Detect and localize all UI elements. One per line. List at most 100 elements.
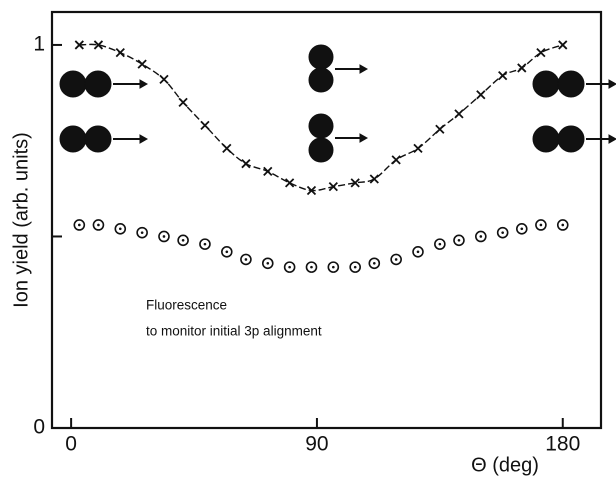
y-tick-label: 0 (33, 416, 45, 439)
data-point (435, 124, 445, 134)
cross-marker (350, 178, 360, 188)
circle-dot (479, 235, 483, 238)
cross-marker (200, 120, 210, 131)
data-point (136, 226, 148, 239)
data-point (73, 219, 86, 231)
y-axis-label: Ion yield (arb. units) (10, 132, 32, 308)
circle-dot (78, 223, 81, 227)
cross-marker (93, 40, 104, 50)
y-tick-label: 1 (33, 32, 45, 55)
circle-dot (97, 223, 100, 227)
data-point (350, 178, 360, 188)
x-axis-label: Θ (deg) (471, 454, 539, 476)
circle-dot (416, 250, 420, 254)
data-point (115, 47, 125, 58)
data-point (349, 261, 361, 273)
annotation: Fluorescence (146, 298, 227, 313)
annotation: to monitor initial 3p alignment (146, 324, 322, 339)
circle-dot (561, 223, 565, 227)
data-point (390, 253, 402, 266)
data-point (114, 223, 127, 235)
circle-dot (244, 258, 248, 261)
circle-dot (266, 261, 270, 265)
circle-dot (288, 265, 291, 269)
data-point (413, 143, 423, 154)
circle-dot (372, 261, 376, 265)
circle-dot (501, 231, 504, 234)
cross-marker (435, 124, 445, 134)
data-point (515, 223, 528, 235)
circle-dot (438, 242, 442, 246)
cross-marker (222, 143, 232, 154)
data-point (327, 261, 340, 273)
data-point (558, 40, 568, 50)
circle-dot (520, 227, 524, 231)
data-point (496, 226, 509, 239)
data-point (199, 238, 211, 250)
data-point (412, 245, 424, 258)
data-point (476, 90, 486, 100)
data-point (536, 47, 546, 58)
circle-dot (457, 239, 461, 242)
circle-dot (394, 258, 398, 261)
circle-dot (353, 265, 357, 269)
data-point (453, 234, 465, 247)
x-tick-label: 90 (305, 433, 328, 456)
data-point (391, 155, 401, 165)
data-point (137, 59, 147, 69)
cross-marker (454, 109, 464, 119)
data-point (159, 74, 169, 85)
data-point (305, 261, 318, 273)
cross-marker (413, 143, 423, 154)
circle-dot (332, 265, 335, 269)
x-tick-label: 0 (65, 433, 77, 456)
x-tick-label: 180 (545, 433, 580, 456)
data-point (177, 234, 189, 247)
cross-marker (328, 182, 338, 192)
cross-marker (536, 47, 546, 58)
cross-marker (306, 185, 317, 196)
data-point (93, 40, 104, 50)
data-point (454, 109, 464, 119)
cross-marker (498, 70, 508, 81)
circle-dot (140, 231, 144, 234)
data-point (158, 230, 170, 243)
cross-marker (159, 74, 169, 85)
data-point (368, 257, 381, 270)
data-point (369, 174, 379, 184)
cross-marker (115, 47, 125, 58)
cross-marker (178, 97, 188, 108)
data-point (434, 238, 446, 250)
cross-marker (284, 178, 295, 188)
circle-dot (203, 242, 207, 246)
cross-marker (74, 40, 84, 50)
data-point (263, 166, 273, 176)
data-point (240, 253, 252, 266)
cross-marker (137, 59, 147, 69)
data-point (241, 159, 251, 169)
cross-marker (391, 155, 401, 165)
circle-dot (118, 227, 122, 231)
plot-frame (50, 10, 603, 430)
circle-dot (162, 235, 166, 238)
data-point (498, 70, 508, 81)
cross-marker (558, 40, 568, 50)
molecule-icons (59, 44, 616, 163)
data-point (200, 120, 210, 131)
data-point (475, 230, 487, 243)
data-point (261, 257, 274, 270)
circle-dot (310, 265, 313, 269)
data-point (517, 63, 527, 73)
circle-dot (225, 250, 229, 254)
data-point (306, 185, 317, 196)
data-point (284, 178, 295, 188)
circle-dot (181, 239, 185, 242)
data-point (328, 182, 338, 192)
data-point (221, 245, 233, 258)
cross-marker (476, 90, 486, 100)
cross-marker (263, 166, 273, 176)
data-point (535, 219, 547, 231)
cross-marker (241, 159, 251, 169)
